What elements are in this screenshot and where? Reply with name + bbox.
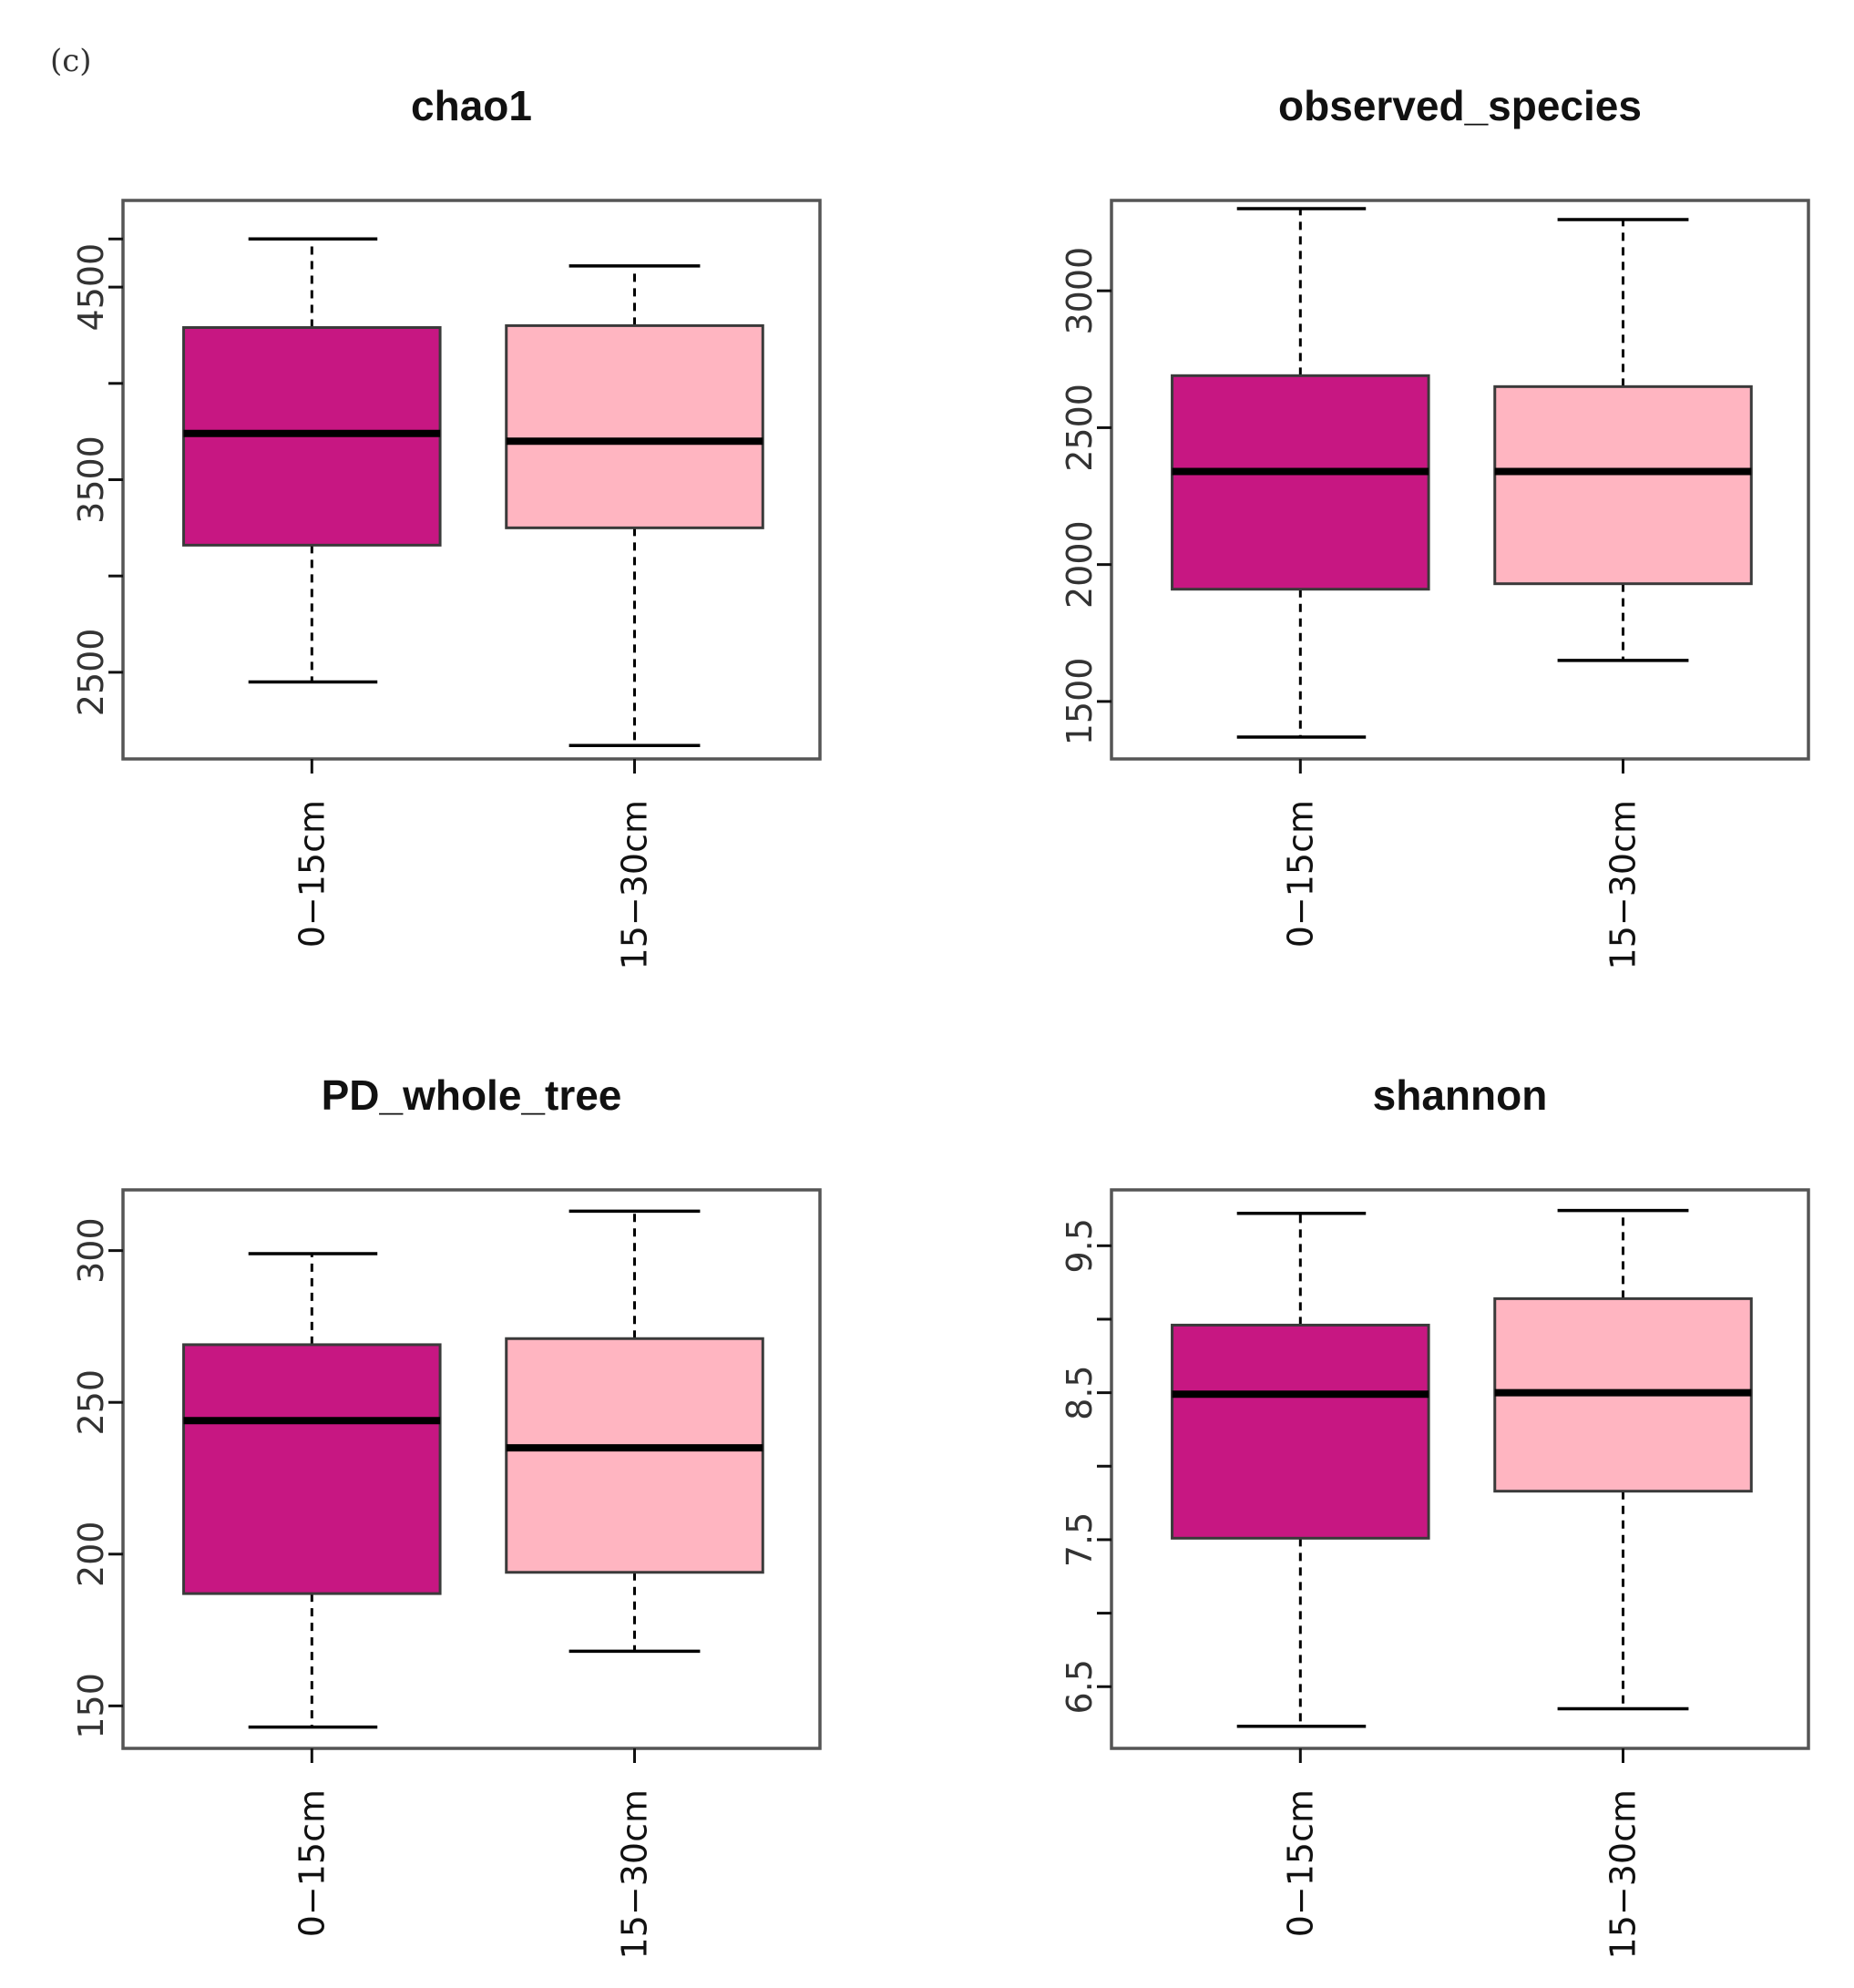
chart-panel-4: shannon 6.5 7.5 8.5 9.5 0−15cm 15−30cm — [1060, 1071, 1810, 1959]
y-tick-label: 250 — [71, 1369, 111, 1436]
x-category-label: 0−15cm — [292, 800, 332, 948]
y-tick-label: 150 — [71, 1673, 111, 1739]
plot-frame — [1110, 1188, 1810, 1750]
box-body — [505, 1337, 764, 1574]
y-tick-label: 3000 — [1060, 247, 1100, 335]
chart-panel-2: observed_species 1500 2000 2500 3000 0−15cm 15… — [1060, 82, 1810, 969]
y-tick-label: 3500 — [71, 436, 111, 524]
box-body — [505, 323, 764, 529]
box-body — [1171, 374, 1430, 591]
x-category-label: 15−30cm — [1603, 1789, 1644, 1959]
y-tick-label: 1500 — [1060, 658, 1100, 746]
box-2 — [1493, 1208, 1753, 1711]
chart-title: observed_species — [1278, 82, 1642, 129]
panel-label: (c) — [50, 43, 92, 79]
y-tick-label: 2500 — [71, 629, 111, 717]
y-tick-label: 300 — [71, 1217, 111, 1284]
box-2 — [505, 1209, 764, 1654]
chart-title: PD_whole_tree — [322, 1071, 622, 1119]
y-tick-label: 8.5 — [1060, 1365, 1100, 1419]
x-category-label: 0−15cm — [1280, 1789, 1320, 1937]
y-tick-label: 9.5 — [1060, 1218, 1100, 1273]
y-tick-label: 2000 — [1060, 520, 1100, 609]
plot-frame — [1110, 199, 1810, 761]
chart-panel-3: PD_whole_tree 150 200 250 300 0−15cm 15−30cm — [71, 1071, 822, 1959]
y-tick-label: 6.5 — [1060, 1659, 1100, 1714]
y-tick-label: 4500 — [71, 243, 111, 332]
chart-title: shannon — [1373, 1071, 1548, 1119]
x-category-label: 15−30cm — [1603, 800, 1644, 969]
box-1 — [1171, 1212, 1430, 1728]
x-category-label: 15−30cm — [615, 800, 655, 969]
box-2 — [1493, 218, 1753, 662]
y-tick-label: 2500 — [1060, 384, 1100, 472]
y-tick-label: 7.5 — [1060, 1512, 1100, 1567]
box-body — [1493, 384, 1753, 586]
x-category-label: 15−30cm — [615, 1789, 655, 1959]
box-body — [182, 1343, 442, 1595]
chart-title: chao1 — [411, 82, 532, 129]
box-2 — [505, 264, 764, 747]
box-1 — [182, 237, 442, 684]
box-1 — [182, 1252, 442, 1729]
x-category-label: 0−15cm — [1280, 800, 1320, 948]
y-tick-label: 200 — [71, 1522, 111, 1588]
plot-frame — [121, 1188, 822, 1750]
box-body — [1171, 1323, 1430, 1540]
box-1 — [1171, 207, 1430, 739]
x-category-label: 0−15cm — [292, 1789, 332, 1937]
chart-panel-1: chao1 2500 3500 4500 0−15cm 15−30cm — [71, 82, 822, 969]
